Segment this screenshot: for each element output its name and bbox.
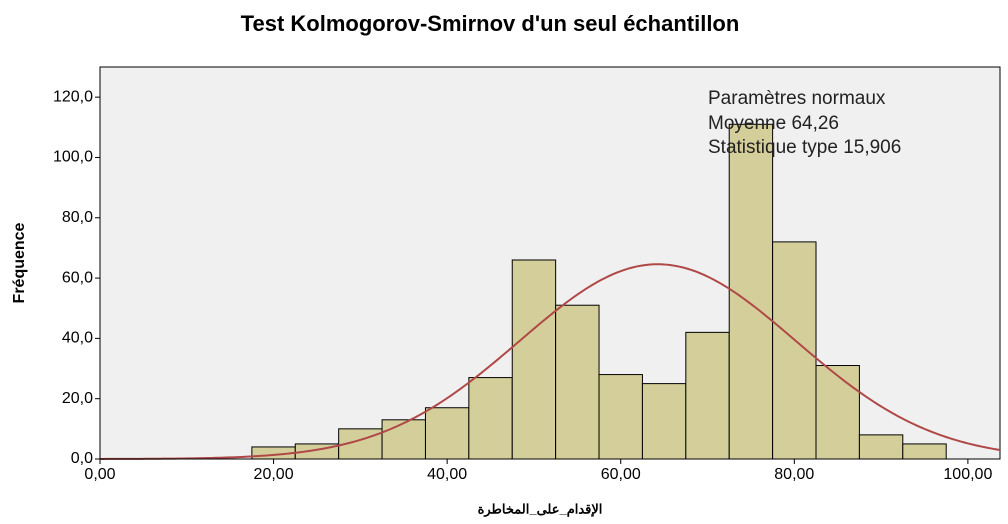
x-tick-label: 20,00: [254, 466, 294, 483]
y-tick-label: 60,0: [62, 269, 93, 286]
y-tick-label: 100,0: [53, 149, 93, 166]
bar: [424, 407, 470, 460]
annotation-sd: Statistique type 15,906: [708, 137, 901, 158]
y-axis-label: Fréquence: [11, 222, 28, 303]
sd-name: Statistique type: [708, 137, 838, 158]
y-tick-label: 0,0: [71, 450, 93, 467]
bar: [858, 434, 904, 460]
bar: [555, 304, 600, 460]
x-tick-label: 40,00: [427, 466, 467, 483]
x-axis-label: الإقدام_على_المخاطرة: [478, 501, 603, 517]
bar: [598, 374, 643, 460]
x-tick-label: 80,00: [774, 466, 814, 483]
annotation-title: Paramètres normaux: [708, 88, 886, 109]
chart-title: Test Kolmogorov-Smirnov d'un seul échant…: [241, 11, 740, 36]
x-tick-label: 60,00: [601, 466, 641, 483]
x-tick-label: 0,00: [84, 466, 115, 483]
y-tick-label: 40,0: [62, 330, 93, 347]
bar: [728, 123, 774, 460]
normal-curve: [100, 263, 1001, 460]
bar: [381, 419, 426, 460]
mean-name: Moyenne: [708, 113, 786, 134]
bar: [902, 443, 947, 460]
bar: [815, 365, 860, 460]
annotation-mean: Moyenne 64,26: [708, 113, 839, 134]
bar: [685, 331, 730, 460]
sd-value: 15,906: [843, 137, 901, 158]
bar: [772, 241, 817, 460]
bar: [468, 377, 513, 460]
mean-value: 64,26: [791, 113, 839, 134]
y-tick-label: 120,0: [53, 88, 93, 105]
bar: [641, 383, 687, 460]
bar: [511, 259, 557, 460]
y-tick-label: 80,0: [62, 209, 93, 226]
x-tick-label: 100,00: [943, 466, 992, 483]
y-tick-label: 20,0: [62, 390, 93, 407]
